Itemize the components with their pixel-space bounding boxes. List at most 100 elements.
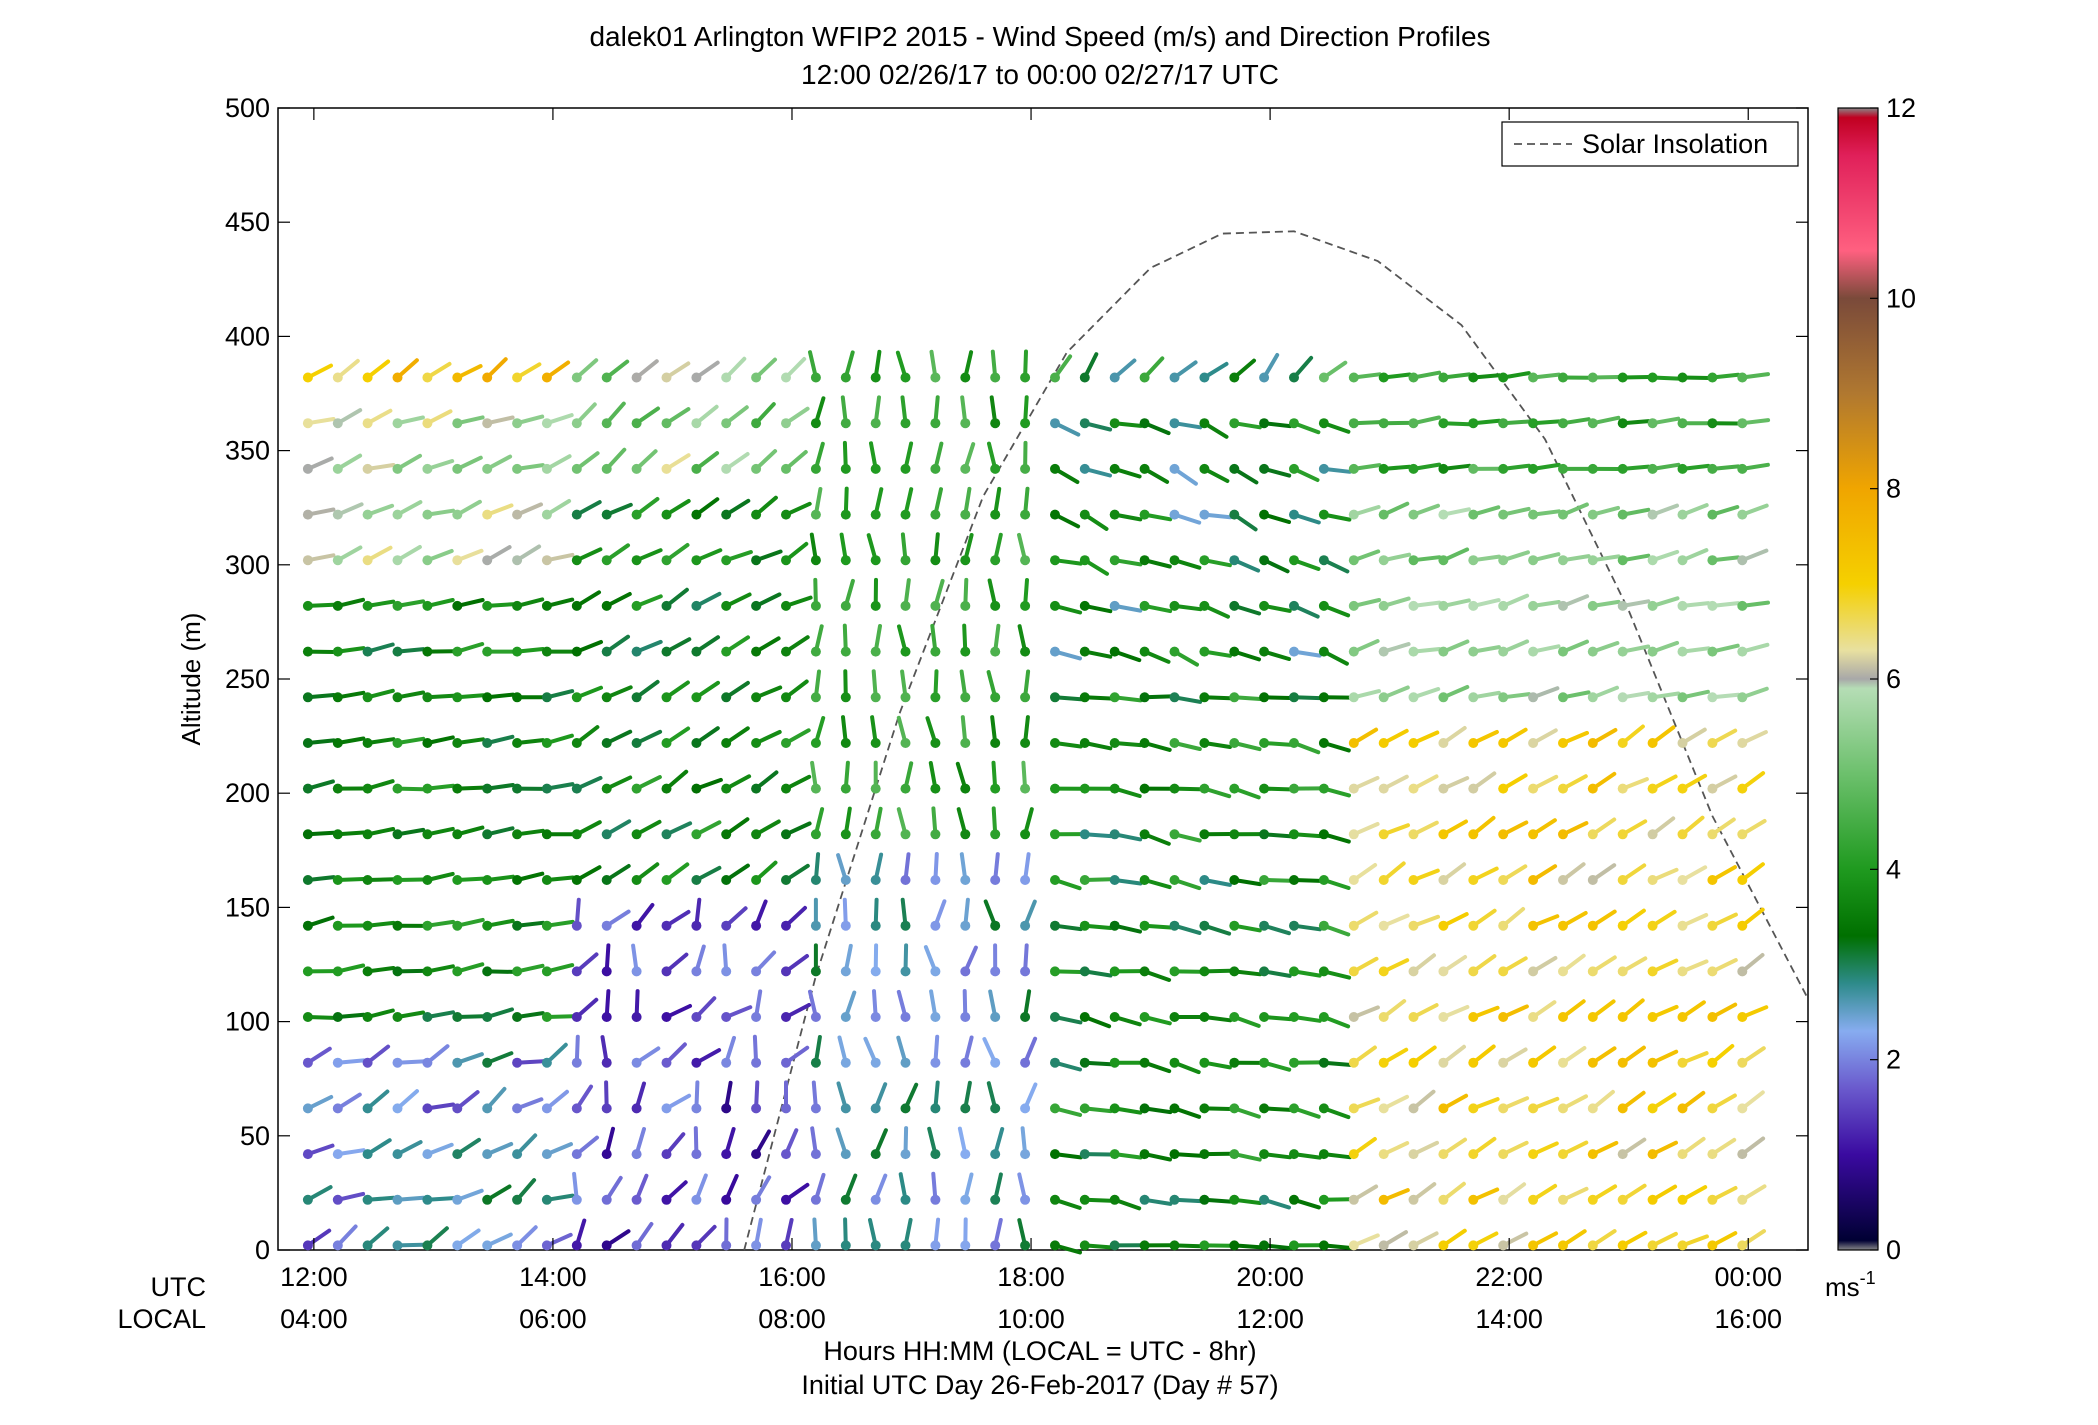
wind-barb bbox=[721, 817, 750, 840]
wind-barb bbox=[1558, 862, 1586, 885]
wind-barb-dot bbox=[1169, 783, 1180, 794]
wind-barb-dot bbox=[1498, 555, 1509, 566]
wind-barb-dot bbox=[661, 920, 672, 931]
wind-barb bbox=[452, 737, 485, 748]
wind-barb bbox=[1348, 598, 1382, 611]
wind-barb bbox=[1468, 463, 1502, 474]
wind-barb bbox=[1468, 1136, 1497, 1160]
wind-barb bbox=[959, 669, 971, 703]
wind-barb-dot bbox=[601, 875, 612, 885]
wind-barb-dot bbox=[1318, 829, 1329, 840]
wind-barb-dot bbox=[362, 738, 373, 748]
wind-barb-dot bbox=[1348, 600, 1359, 611]
wind-barb-dot bbox=[1647, 463, 1658, 474]
wind-barb bbox=[1229, 829, 1263, 840]
wind-barb bbox=[896, 807, 911, 840]
wind-barb bbox=[452, 692, 486, 703]
wind-barb-dot bbox=[601, 509, 612, 520]
wind-barb bbox=[452, 962, 485, 977]
wind-barb-dot bbox=[1737, 783, 1748, 794]
wind-barb-dot bbox=[1408, 418, 1419, 429]
wind-barb bbox=[1587, 999, 1616, 1022]
wind-barb bbox=[870, 1128, 888, 1160]
wind-barb bbox=[392, 736, 426, 748]
wind-barb-dot bbox=[870, 1057, 881, 1068]
wind-barb bbox=[1378, 418, 1412, 429]
wind-barb bbox=[1617, 1137, 1647, 1160]
wind-barb-dot bbox=[1558, 1057, 1568, 1068]
wind-barb bbox=[452, 783, 486, 794]
wind-barb bbox=[1587, 463, 1621, 474]
wind-barb-dot bbox=[1318, 783, 1329, 794]
wind-barb-dot bbox=[362, 1149, 373, 1160]
wind-barb bbox=[835, 1127, 851, 1160]
wind-barb-dot bbox=[1199, 920, 1210, 931]
wind-barb bbox=[482, 692, 515, 703]
wind-barb-dot bbox=[1498, 738, 1509, 748]
wind-barb bbox=[1259, 1057, 1292, 1072]
wind-barb-dot bbox=[1378, 418, 1389, 429]
wind-barb-dot bbox=[541, 1149, 552, 1160]
wind-barb-dot bbox=[1647, 692, 1658, 703]
wind-barb bbox=[781, 541, 809, 566]
wind-barb-dot bbox=[1259, 783, 1270, 794]
wind-barb-dot bbox=[332, 920, 343, 931]
wind-barb bbox=[1050, 555, 1083, 566]
wind-barb bbox=[1528, 509, 1561, 520]
wind-barb-dot bbox=[1109, 1240, 1120, 1251]
wind-barb-dot bbox=[810, 875, 821, 885]
wind-barb-dot bbox=[1348, 875, 1359, 885]
wind-barb bbox=[362, 966, 396, 977]
wind-barb-dot bbox=[1079, 920, 1090, 931]
wind-barb-dot bbox=[1079, 463, 1090, 474]
wind-barb bbox=[956, 807, 971, 840]
solar-insolation-curve bbox=[743, 230, 1809, 1251]
wind-barb-dot bbox=[1737, 829, 1748, 840]
wind-barb bbox=[1677, 773, 1708, 794]
wind-barb bbox=[1348, 639, 1380, 657]
wind-barb bbox=[1169, 966, 1203, 977]
wind-barb-dot bbox=[1229, 509, 1240, 520]
wind-barb bbox=[1707, 774, 1738, 794]
wind-barb bbox=[362, 779, 395, 794]
colorbar-tick-label: 6 bbox=[1886, 664, 1901, 694]
wind-barb-dot bbox=[930, 738, 941, 748]
wind-barb-dot bbox=[751, 738, 762, 748]
wind-barb-dot bbox=[781, 555, 791, 566]
wind-barb-dot bbox=[1079, 1149, 1090, 1160]
wind-barb bbox=[512, 783, 546, 794]
wind-barb-dot bbox=[1408, 692, 1419, 703]
wind-barb-dot bbox=[751, 418, 762, 429]
wind-barb bbox=[1587, 685, 1619, 703]
wind-barb-dot bbox=[1259, 829, 1270, 840]
wind-barb-dot bbox=[930, 692, 941, 703]
wind-barb bbox=[1017, 1172, 1031, 1205]
wind-barb-dot bbox=[960, 920, 971, 931]
wind-barb-dot bbox=[1617, 875, 1628, 885]
wind-barb bbox=[571, 451, 600, 474]
wind-barb-dot bbox=[1199, 692, 1210, 703]
wind-barb-dot bbox=[900, 829, 911, 840]
wind-barb bbox=[928, 761, 941, 794]
wind-barb bbox=[1229, 463, 1259, 485]
wind-barb-dot bbox=[1558, 692, 1568, 703]
wind-barb bbox=[1348, 863, 1378, 885]
wind-barb-dot bbox=[452, 418, 463, 429]
wind-barb-dot bbox=[452, 1149, 463, 1160]
wind-barb bbox=[1259, 600, 1292, 613]
wind-barb bbox=[661, 769, 689, 794]
wind-barb bbox=[1498, 1096, 1530, 1114]
wind-barb-dot bbox=[1617, 600, 1628, 611]
wind-barb bbox=[1318, 646, 1349, 666]
wind-barb bbox=[1050, 1194, 1082, 1210]
wind-barb-dot bbox=[512, 372, 523, 383]
wind-barb bbox=[541, 646, 575, 657]
wind-barb bbox=[1468, 1097, 1500, 1114]
wind-barb bbox=[1438, 685, 1470, 703]
wind-barb-dot bbox=[302, 1240, 313, 1251]
wind-barb-dot bbox=[990, 646, 1001, 657]
wind-barb bbox=[1109, 1240, 1143, 1251]
wind-barb bbox=[1737, 1136, 1766, 1160]
wind-barb bbox=[601, 909, 631, 931]
wind-barb-dot bbox=[840, 1240, 851, 1251]
